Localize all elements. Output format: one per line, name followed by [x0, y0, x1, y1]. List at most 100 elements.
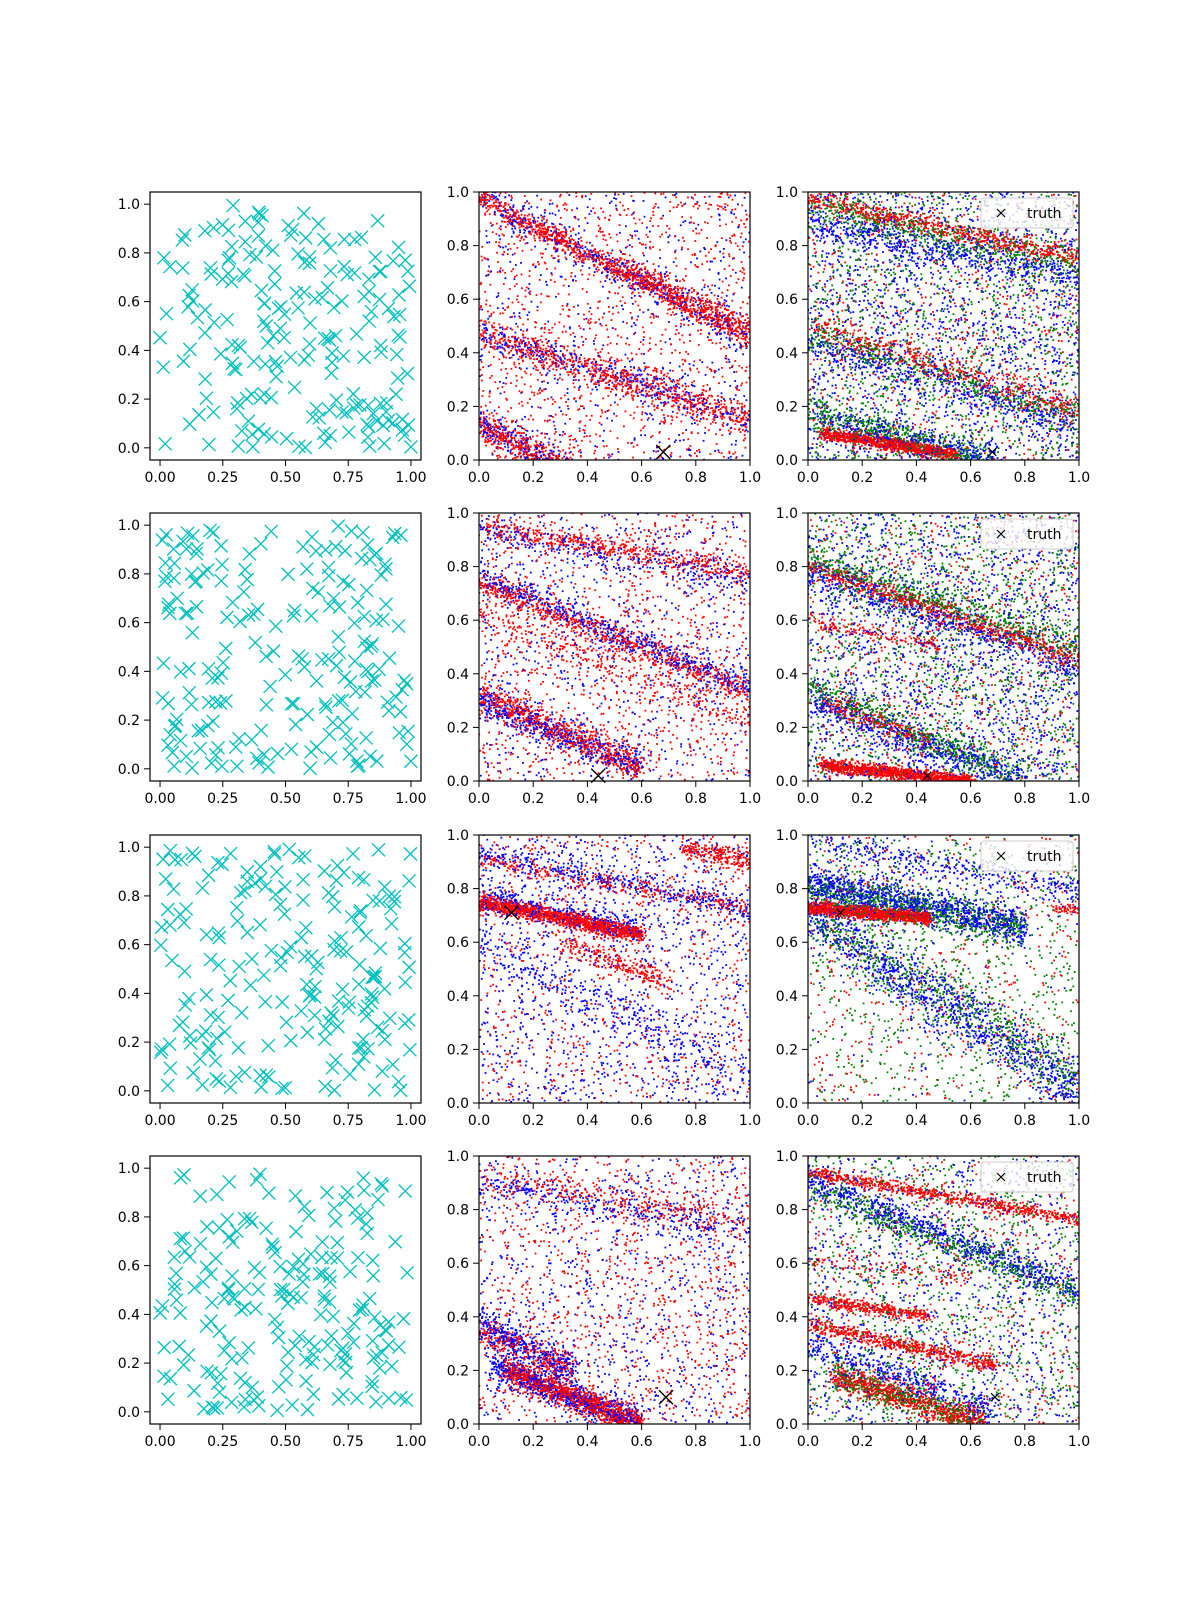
- sample-point: [573, 260, 576, 262]
- sample-point: [484, 192, 487, 195]
- sample-point: [498, 244, 500, 247]
- sample-point: [689, 401, 691, 404]
- sample-point: [563, 325, 566, 328]
- sample-point: [496, 307, 499, 309]
- sample-point: [482, 411, 485, 413]
- sample-point: [665, 286, 668, 288]
- sample-point: [632, 417, 635, 420]
- sample-point: [626, 270, 629, 273]
- sample-point: [701, 263, 703, 266]
- sample-point: [732, 330, 735, 332]
- sample-point: [610, 268, 613, 271]
- sample-point: [627, 265, 629, 268]
- sample-point: [591, 367, 594, 369]
- sample-point: [615, 385, 618, 388]
- sample-point: [487, 205, 489, 208]
- sample-point: [513, 363, 516, 366]
- sample-point: [522, 450, 525, 453]
- sample-point: [722, 412, 724, 415]
- sample-point: [672, 369, 674, 372]
- sample-point: [642, 326, 644, 329]
- sample-point: [547, 457, 550, 460]
- sample-point: [606, 410, 609, 412]
- sample-point: [514, 366, 517, 368]
- sample-point: [506, 217, 509, 220]
- sample-point: [511, 301, 514, 304]
- sample-point: [729, 367, 731, 369]
- sample-point: [601, 257, 603, 260]
- sample-point: [499, 332, 502, 334]
- sample-point: [564, 252, 567, 255]
- sample-cross: [349, 326, 364, 341]
- sample-point: [571, 361, 574, 363]
- sample-point: [509, 218, 512, 221]
- sample-point: [632, 212, 635, 215]
- sample-point: [604, 360, 607, 363]
- sample-point: [604, 268, 606, 271]
- sample-point: [700, 316, 703, 318]
- sample-point: [612, 306, 614, 309]
- sample-point: [745, 381, 748, 384]
- sample-point: [503, 348, 506, 351]
- scatter-points: [479, 192, 750, 460]
- sample-point: [546, 284, 548, 286]
- sample-point: [656, 392, 659, 395]
- sample-point: [573, 369, 575, 371]
- sample-point: [692, 364, 695, 367]
- sample-point: [625, 271, 628, 274]
- sample-point: [668, 387, 670, 389]
- sample-point: [522, 443, 525, 445]
- sample-point: [730, 400, 733, 402]
- sample-point: [497, 333, 500, 336]
- sample-point: [639, 309, 641, 311]
- sample-point: [642, 284, 645, 287]
- sample-point: [706, 336, 709, 339]
- sample-point: [711, 311, 714, 314]
- sample-point: [713, 371, 716, 374]
- sample-point: [511, 221, 513, 224]
- sample-point: [683, 323, 685, 326]
- sample-point: [730, 406, 733, 409]
- sample-point: [652, 418, 654, 421]
- sample-point: [637, 304, 640, 307]
- sample-point: [499, 437, 502, 440]
- sample-point: [703, 311, 706, 314]
- sample-point: [562, 230, 564, 233]
- sample-point: [702, 385, 705, 387]
- sample-point: [580, 455, 582, 458]
- sample-point: [536, 379, 539, 381]
- sample-cross: [259, 319, 274, 333]
- sample-point: [563, 208, 566, 210]
- sample-point: [554, 400, 556, 403]
- sample-point: [526, 430, 529, 432]
- sample-point: [656, 286, 659, 289]
- sample-point: [489, 204, 491, 207]
- sample-point: [678, 305, 680, 308]
- sample-point: [641, 286, 644, 288]
- sample-point: [520, 342, 523, 345]
- sample-point: [744, 333, 747, 336]
- sample-point: [483, 346, 486, 349]
- sample-point: [533, 394, 536, 397]
- sample-point: [700, 397, 702, 400]
- sample-point: [679, 351, 681, 354]
- sample-point: [484, 212, 487, 215]
- sample-point: [748, 338, 750, 340]
- sample-point: [627, 239, 630, 241]
- sample-point: [684, 414, 687, 417]
- sample-point: [709, 422, 712, 425]
- sample-point: [603, 378, 606, 380]
- sample-point: [517, 217, 520, 220]
- sample-point: [722, 207, 725, 210]
- sample-point: [512, 431, 514, 434]
- sample-point: [698, 232, 701, 235]
- sample-point: [645, 233, 648, 236]
- sample-point: [578, 421, 581, 424]
- sample-point: [668, 293, 671, 296]
- sample-point: [704, 294, 707, 297]
- sample-cross: [312, 410, 327, 425]
- sample-point: [489, 206, 492, 209]
- sample-point: [514, 338, 517, 340]
- sample-point: [630, 195, 633, 198]
- sample-point: [554, 362, 557, 365]
